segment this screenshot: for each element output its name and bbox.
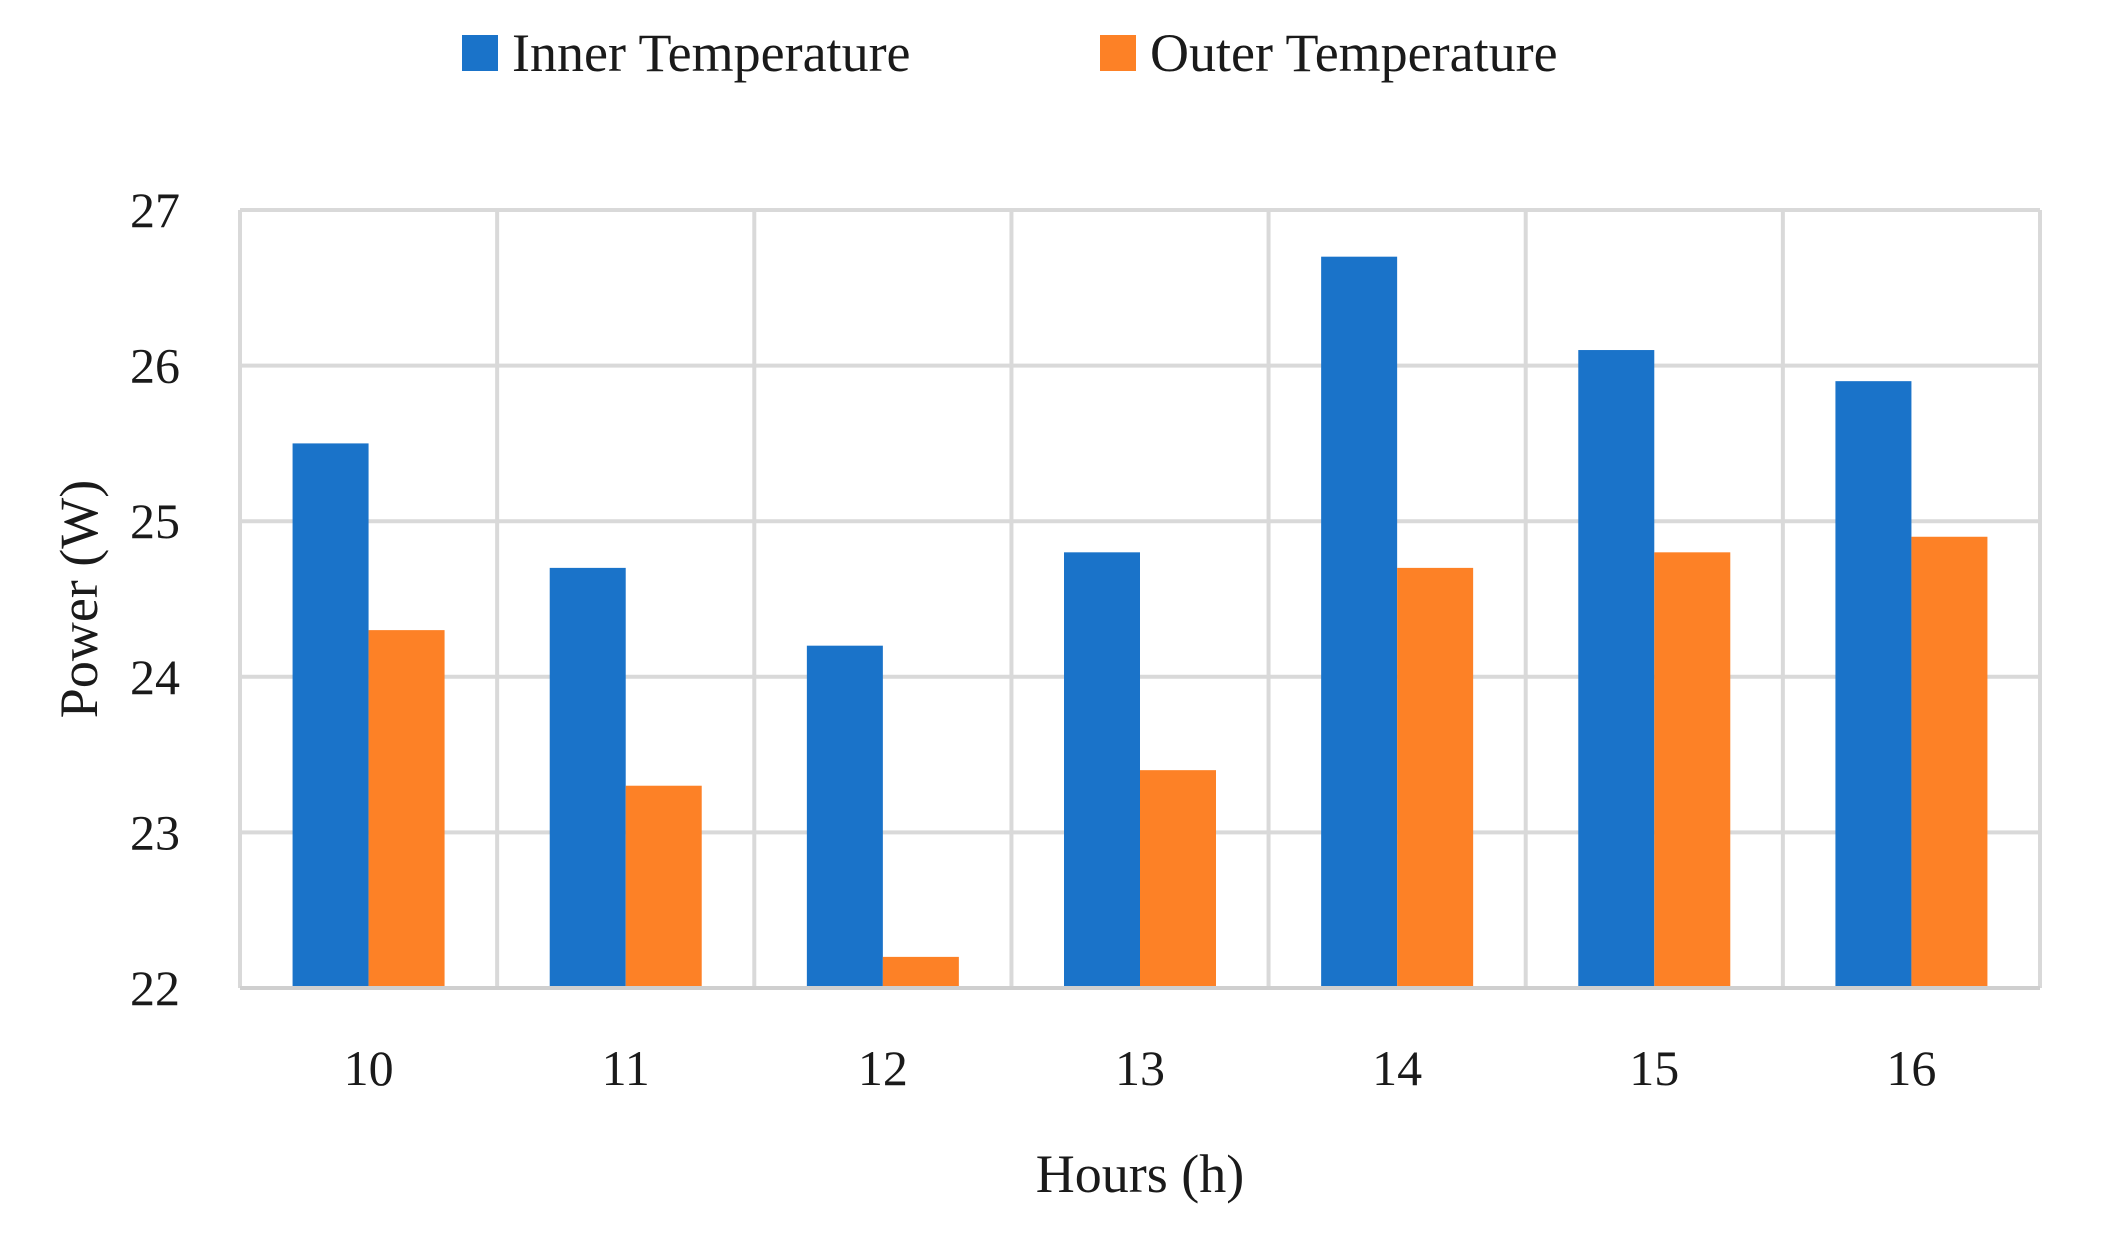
y-tick-label-23: 23 (130, 804, 180, 860)
x-tick-label-11: 11 (602, 1040, 650, 1096)
y-tick-label-24: 24 (130, 649, 180, 705)
x-tick-labels: 10 11 12 13 14 15 16 (344, 1040, 1937, 1096)
y-tick-label-27: 27 (130, 182, 180, 238)
legend-swatch-outer (1100, 35, 1136, 71)
bar-inner-12 (806, 645, 883, 988)
x-tick-label-16: 16 (1886, 1040, 1936, 1096)
legend-swatch-inner (462, 35, 498, 71)
y-tick-label-25: 25 (130, 493, 180, 549)
x-tick-label-13: 13 (1115, 1040, 1165, 1096)
gridlines (238, 208, 2042, 988)
bar-inner-16 (1835, 381, 1912, 988)
bar-inner-11 (549, 567, 626, 988)
bar-outer-12 (882, 956, 959, 988)
y-tick-label-22: 22 (130, 960, 180, 1016)
y-axis-title: Power (W) (49, 480, 109, 718)
x-axis-title: Hours (h) (1036, 1144, 1244, 1204)
x-tick-label-14: 14 (1372, 1040, 1422, 1096)
x-tick-label-10: 10 (344, 1040, 394, 1096)
bar-outer-10 (368, 630, 445, 988)
bar-inner-14 (1321, 256, 1398, 988)
y-tick-label-26: 26 (130, 338, 180, 394)
bar-outer-13 (1140, 770, 1216, 988)
bar-outer-14 (1397, 567, 1474, 988)
bar-inner-15 (1578, 350, 1655, 988)
x-tick-label-15: 15 (1629, 1040, 1679, 1096)
legend-label-inner: Inner Temperature (512, 23, 911, 83)
x-tick-label-12: 12 (858, 1040, 908, 1096)
bar-outer-15 (1654, 552, 1731, 988)
y-tick-labels: 22 23 24 25 26 27 (130, 182, 180, 1016)
legend: Inner Temperature Outer Temperature (462, 23, 1558, 83)
bar-outer-16 (1911, 536, 1988, 988)
bar-inner-10 (292, 443, 369, 988)
bar-inner-13 (1064, 552, 1140, 988)
legend-label-outer: Outer Temperature (1150, 23, 1558, 83)
bars (292, 256, 1988, 988)
bar-outer-11 (625, 785, 702, 988)
